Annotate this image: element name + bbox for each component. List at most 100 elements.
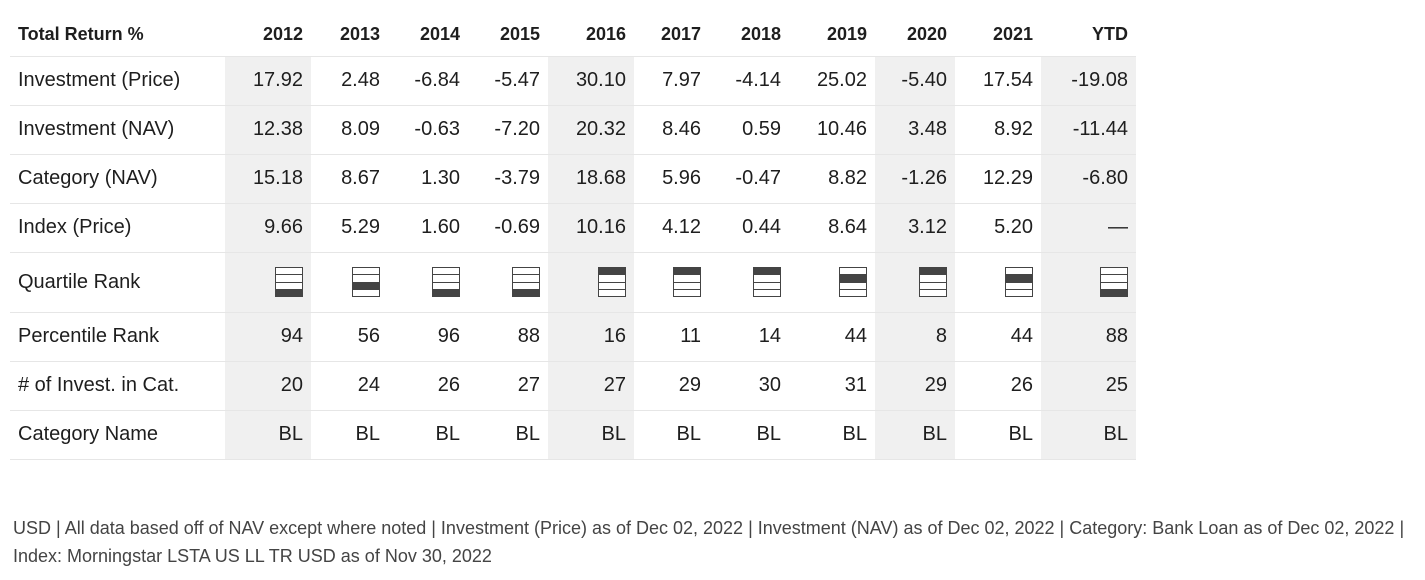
table-cell: 3.12 [875,203,955,253]
table-cell: 15.18 [225,154,311,204]
quartile-rank-icon [673,267,701,297]
column-header-2020: 2020 [875,14,955,57]
table-cell: 14 [709,312,789,362]
quartile-rank-icon [512,267,540,297]
quartile-cell [634,252,709,313]
table-cell: -19.08 [1041,56,1136,106]
table-cell: BL [634,410,709,460]
table-row: Percentile Rank 94 56 96 88 16 11 14 44 8 44 88 [10,312,1136,362]
quartile-cell [1041,252,1136,313]
column-header-2021: 2021 [955,14,1041,57]
quartile-rank-row: Quartile Rank [10,252,1136,313]
table-cell: 10.46 [789,105,875,155]
table-cell: 26 [955,361,1041,411]
table-cell: BL [709,410,789,460]
quartile-rank-icon [919,267,947,297]
quartile-rank-icon [839,267,867,297]
quartile-cell [548,252,634,313]
table-cell: 31 [789,361,875,411]
quartile-rank-icon [275,267,303,297]
table-cell: -5.47 [468,56,548,106]
quartile-cell [955,252,1041,313]
quartile-cell [709,252,789,313]
table-cell: BL [388,410,468,460]
table-cell: 3.48 [875,105,955,155]
table-cell: BL [548,410,634,460]
row-label: Index (Price) [10,203,225,253]
row-label: Category Name [10,410,225,460]
table-cell: 30 [709,361,789,411]
table-cell: 29 [634,361,709,411]
table-cell: -3.79 [468,154,548,204]
table-row: Investment (NAV) 12.38 8.09 -0.63 -7.20 20.32… [10,105,1136,155]
table-cell: 12.38 [225,105,311,155]
quartile-cell [311,252,388,313]
table-cell: 17.92 [225,56,311,106]
table-row: # of Invest. in Cat. 20 24 26 27 27 29 30 31 29 26… [10,361,1136,411]
quartile-rank-icon [598,267,626,297]
quartile-rank-icon [1100,267,1128,297]
corner-label: Total Return % [10,14,225,57]
table-cell: 0.44 [709,203,789,253]
table-cell: 0.59 [709,105,789,155]
table-cell: 10.16 [548,203,634,253]
table-cell: 8.82 [789,154,875,204]
column-header-2016: 2016 [548,14,634,57]
row-label: Quartile Rank [10,252,225,313]
table-cell: 94 [225,312,311,362]
table-cell: -0.63 [388,105,468,155]
column-header-2017: 2017 [634,14,709,57]
table-row: Index (Price) 9.66 5.29 1.60 -0.69 10.16 4.12 0… [10,203,1136,253]
table-cell: -0.47 [709,154,789,204]
table-cell: 8 [875,312,955,362]
table-cell: -6.80 [1041,154,1136,204]
table-cell: BL [789,410,875,460]
table-row: Investment (Price) 17.92 2.48 -6.84 -5.47 30.… [10,56,1136,106]
table-cell: -6.84 [388,56,468,106]
table-cell: 25 [1041,361,1136,411]
table-row: Category Name BL BL BL BL BL BL BL BL BL BL BL [10,410,1136,460]
table-cell: 9.66 [225,203,311,253]
table-cell: BL [468,410,548,460]
table-cell: 5.29 [311,203,388,253]
table-cell: 2.48 [311,56,388,106]
table-cell: — [1041,203,1136,253]
table-cell: 8.09 [311,105,388,155]
table-cell: BL [225,410,311,460]
table-cell: BL [875,410,955,460]
quartile-cell [388,252,468,313]
quartile-rank-icon [753,267,781,297]
quartile-rank-icon [1005,267,1033,297]
column-header-2018: 2018 [709,14,789,57]
table-cell: -7.20 [468,105,548,155]
table-cell: -0.69 [468,203,548,253]
quartile-cell [789,252,875,313]
table-cell: 11 [634,312,709,362]
row-label: # of Invest. in Cat. [10,361,225,411]
table-cell: 5.20 [955,203,1041,253]
table-cell: -1.26 [875,154,955,204]
table-cell: 18.68 [548,154,634,204]
table-cell: 4.12 [634,203,709,253]
column-header-2019: 2019 [789,14,875,57]
quartile-rank-icon [432,267,460,297]
table-cell: 24 [311,361,388,411]
table-cell: 8.67 [311,154,388,204]
table-cell: BL [955,410,1041,460]
quartile-cell [468,252,548,313]
column-header-ytd: YTD [1041,14,1136,57]
table-cell: 29 [875,361,955,411]
table-cell: 16 [548,312,634,362]
column-header-2012: 2012 [225,14,311,57]
column-header-2014: 2014 [388,14,468,57]
table-row: Category (NAV) 15.18 8.67 1.30 -3.79 18.68 5.9… [10,154,1136,204]
row-label: Investment (NAV) [10,105,225,155]
table-cell: 17.54 [955,56,1041,106]
table-cell: BL [1041,410,1136,460]
column-header-2015: 2015 [468,14,548,57]
table-cell: 7.97 [634,56,709,106]
row-label: Percentile Rank [10,312,225,362]
table-cell: 1.30 [388,154,468,204]
table-cell: -11.44 [1041,105,1136,155]
row-label: Investment (Price) [10,56,225,106]
